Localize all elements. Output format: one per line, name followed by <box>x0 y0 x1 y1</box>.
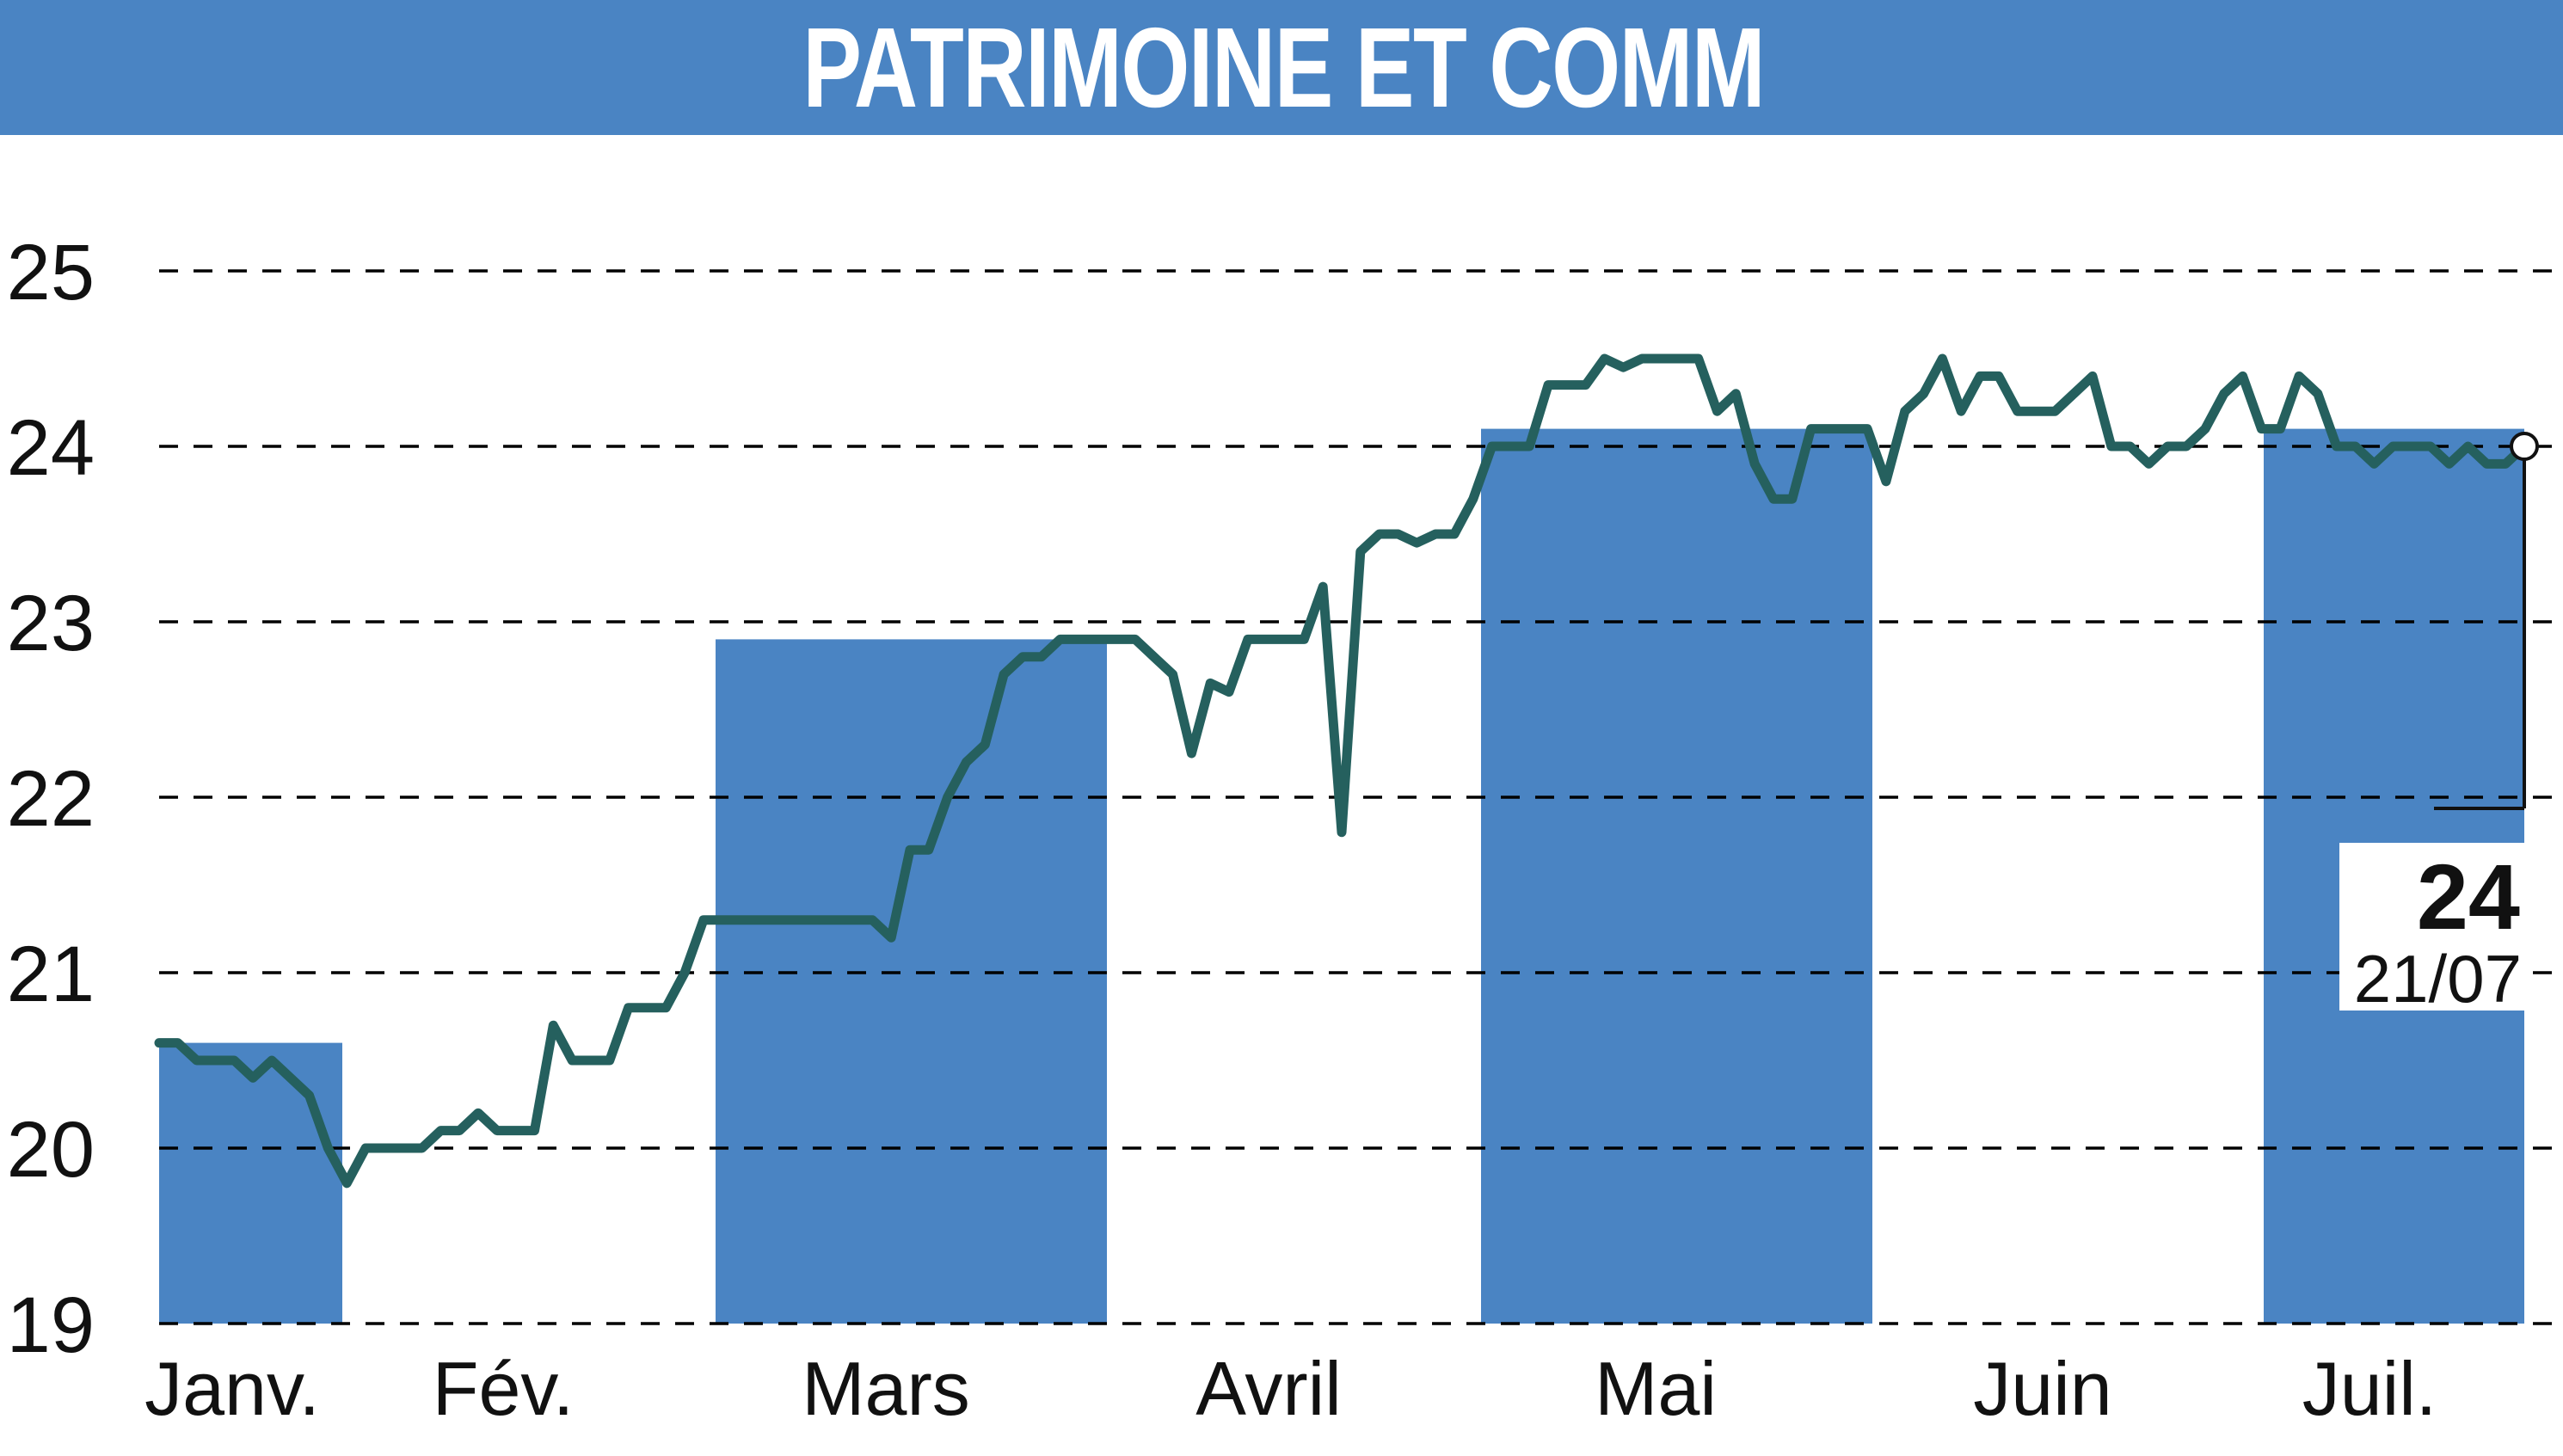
month-band <box>159 1042 342 1324</box>
chart-title: PATRIMOINE ET COMM <box>802 4 1765 131</box>
last-value-label: 24 <box>2417 845 2520 949</box>
x-tick-label: Janv. <box>144 1346 320 1431</box>
x-tick-label: Mai <box>1595 1346 1717 1431</box>
y-tick-label: 25 <box>7 229 95 316</box>
month-band <box>716 639 1107 1324</box>
chart-header-bar <box>0 0 2563 135</box>
y-tick-label: 21 <box>7 931 95 1018</box>
callout-box <box>2339 843 2533 1011</box>
x-tick-label: Juil. <box>2302 1346 2437 1431</box>
last-point-marker <box>2510 432 2539 461</box>
x-tick-label: Fév. <box>433 1346 575 1431</box>
month-band <box>1481 428 1872 1324</box>
x-tick-label: Avril <box>1195 1346 1342 1431</box>
y-tick-label: 19 <box>7 1281 95 1369</box>
last-date-label: 21/07 <box>2354 941 2522 1017</box>
price-line <box>154 353 2529 1189</box>
y-tick-label: 24 <box>7 404 95 492</box>
x-tick-label: Juin <box>1973 1346 2111 1431</box>
x-tick-label: Mars <box>802 1346 970 1431</box>
y-tick-label: 23 <box>7 580 95 667</box>
y-tick-label: 22 <box>7 755 95 843</box>
y-tick-label: 20 <box>7 1106 95 1194</box>
